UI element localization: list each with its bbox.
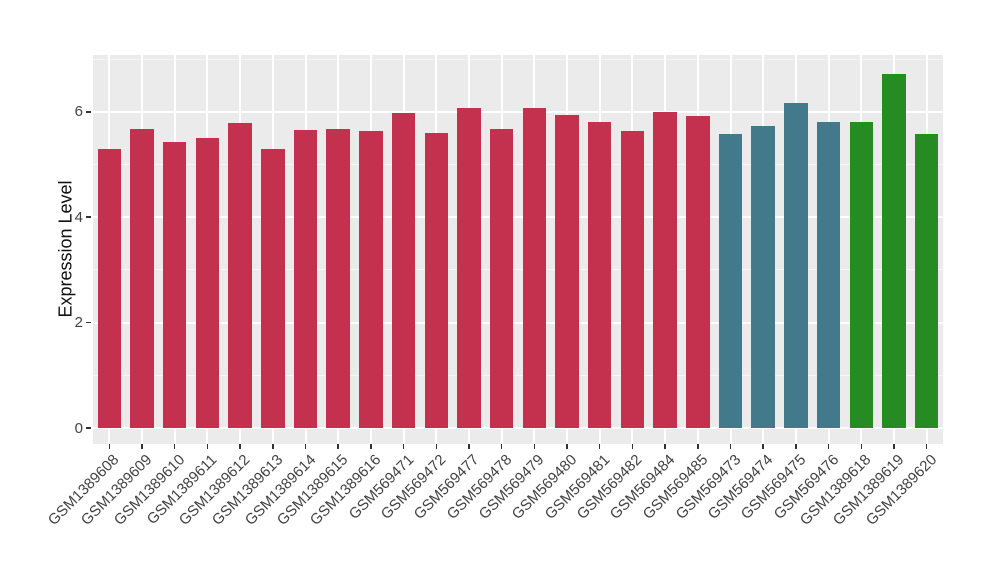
bar-GSM1389612 xyxy=(228,123,252,428)
x-tick-mark xyxy=(337,444,339,449)
bar-GSM569475 xyxy=(784,103,808,428)
x-tick-mark xyxy=(435,444,438,449)
gridline-major xyxy=(93,427,943,429)
x-tick-mark xyxy=(173,444,176,449)
gridline-minor xyxy=(93,374,943,376)
bar-GSM569482 xyxy=(620,130,645,428)
y-axis-title: Expression Level xyxy=(55,180,76,318)
x-tick-mark xyxy=(925,444,928,449)
gridline-major xyxy=(93,216,943,219)
x-tick-mark xyxy=(860,444,863,449)
x-tick-mark xyxy=(664,444,666,449)
bar-GSM1389618 xyxy=(849,121,874,428)
x-tick-mark xyxy=(762,444,764,449)
x-tick-mark xyxy=(304,444,307,449)
bar-GSM1389611 xyxy=(195,137,220,428)
bar-GSM1389614 xyxy=(293,130,318,428)
y-tick-mark xyxy=(86,321,91,324)
x-tick-mark xyxy=(239,444,241,449)
bar-GSM569484 xyxy=(653,111,677,428)
y-tick-mark xyxy=(86,216,91,218)
x-tick-mark xyxy=(500,444,503,449)
x-tick-mark xyxy=(598,444,601,449)
x-tick-mark xyxy=(893,444,895,449)
y-tick-label: 0 xyxy=(74,419,83,437)
gridline-major xyxy=(93,321,943,324)
plot-panel xyxy=(93,55,943,444)
x-tick-mark xyxy=(370,444,372,449)
bar-GSM1389610 xyxy=(162,142,187,428)
bar-GSM569471 xyxy=(391,112,416,428)
x-tick-mark xyxy=(468,444,470,449)
bar-GSM569478 xyxy=(489,129,514,428)
x-tick-mark xyxy=(141,444,143,449)
bar-GSM1389619 xyxy=(882,73,906,428)
gridline-minor xyxy=(93,269,943,271)
x-tick-mark xyxy=(697,444,699,449)
y-tick-mark xyxy=(86,111,91,113)
bar-GSM569477 xyxy=(457,107,481,428)
bar-GSM569479 xyxy=(522,107,547,428)
x-tick-mark xyxy=(795,444,797,449)
x-tick-mark xyxy=(206,444,209,449)
bar-GSM569473 xyxy=(718,133,743,428)
bar-GSM569472 xyxy=(424,132,449,428)
x-tick-mark xyxy=(108,444,111,449)
x-tick-mark xyxy=(402,444,405,449)
x-tick-mark xyxy=(566,444,568,449)
bar-GSM1389615 xyxy=(326,129,350,428)
bar-GSM569481 xyxy=(587,122,612,428)
bar-GSM1389609 xyxy=(130,129,154,428)
gridline-minor xyxy=(93,58,943,60)
bar-GSM569474 xyxy=(751,126,775,428)
y-tick-label: 4 xyxy=(74,208,83,226)
gridline-major xyxy=(93,110,943,113)
x-tick-mark xyxy=(533,444,536,449)
bar-GSM1389613 xyxy=(261,148,285,428)
gridline-minor xyxy=(93,164,943,165)
x-tick-mark xyxy=(631,444,634,449)
bar-GSM569476 xyxy=(816,121,841,428)
bar-GSM569480 xyxy=(555,114,579,428)
bar-GSM1389616 xyxy=(359,131,383,428)
x-tick-mark xyxy=(272,444,274,449)
y-tick-mark xyxy=(86,427,91,429)
y-tick-label: 6 xyxy=(74,103,83,121)
y-tick-label: 2 xyxy=(74,314,83,332)
bar-GSM1389608 xyxy=(97,149,122,428)
x-tick-mark xyxy=(827,444,830,449)
bar-GSM569485 xyxy=(686,116,710,428)
x-tick-mark xyxy=(729,444,732,449)
bar-GSM1389620 xyxy=(914,133,939,428)
